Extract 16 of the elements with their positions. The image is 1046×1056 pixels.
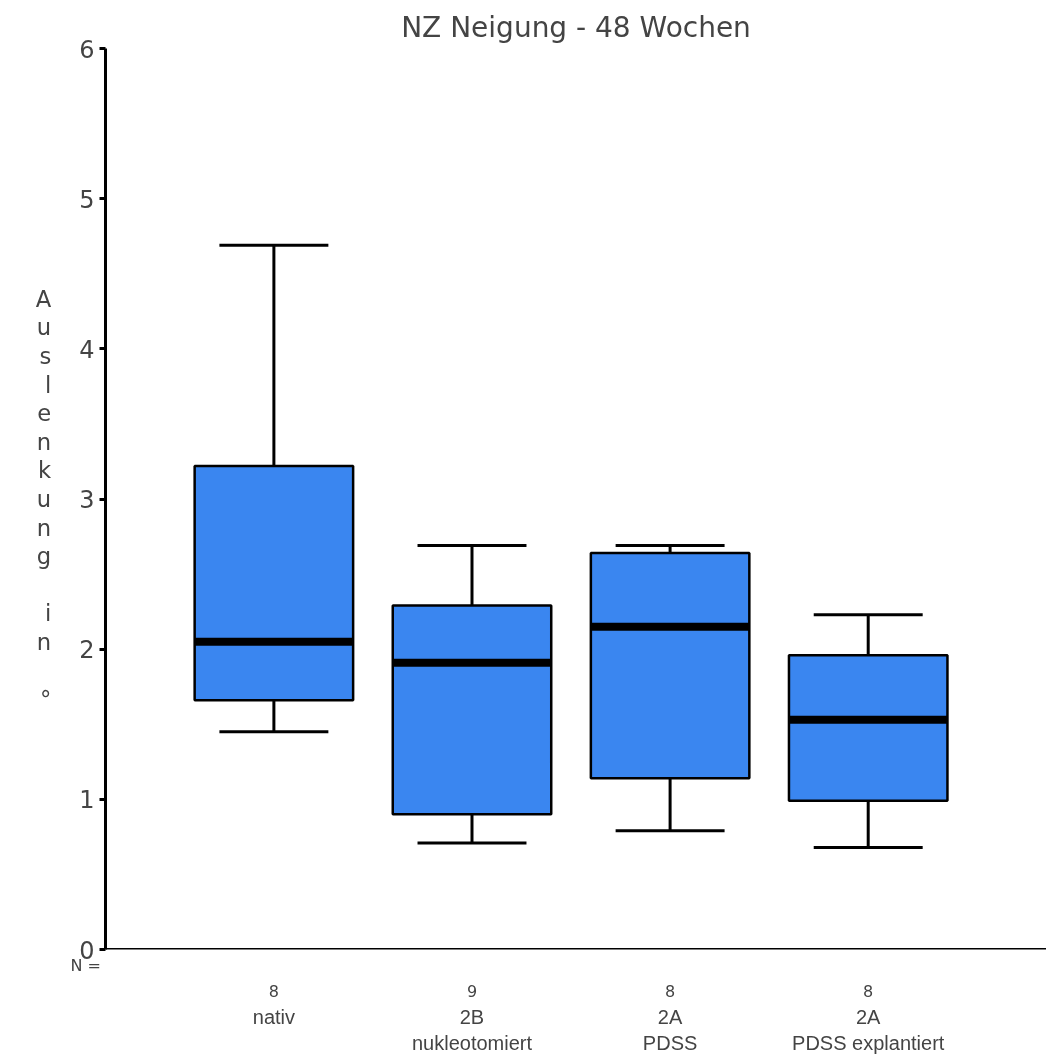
x-tick-label: nativ	[252, 1005, 296, 1028]
text: Auslenkung in °	[35, 285, 52, 713]
text: 8	[863, 981, 874, 1001]
chart-title: NZ Neigung - 48 Wochen	[401, 10, 751, 44]
x-tick-label: 2A PDSS explantiert	[792, 1005, 945, 1054]
text: 8	[268, 981, 279, 1001]
text: 9	[466, 981, 478, 1001]
y-tick-label: 6	[79, 35, 95, 64]
text: 8	[665, 981, 676, 1001]
y-tick-label: 2	[79, 636, 95, 665]
y-tick-label: 5	[79, 185, 95, 214]
x-tick-label: 2B nukleotomiert	[411, 1005, 533, 1054]
x-tick-label: 2A PDSS	[642, 1005, 698, 1054]
y-tick-label: 3	[79, 486, 95, 514]
y-tick-label: 1	[79, 786, 95, 815]
y-tick-label: 4	[79, 335, 95, 364]
